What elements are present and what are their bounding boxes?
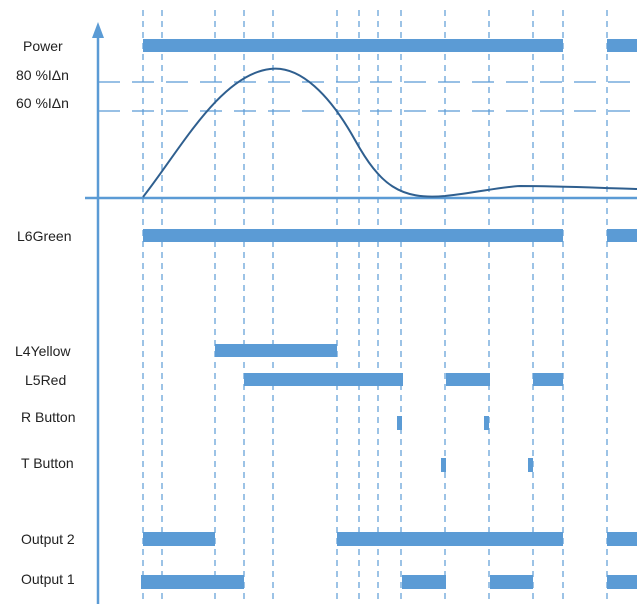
power-bar xyxy=(607,39,637,52)
power-bar xyxy=(143,39,563,52)
label-l5-red: L5Red xyxy=(25,372,66,388)
threshold-lines xyxy=(98,81,637,112)
l5-red-bar xyxy=(446,373,490,386)
output1-bar xyxy=(490,575,533,589)
output2-bar xyxy=(337,532,563,546)
output1-bar xyxy=(402,575,446,589)
l4-yellow-bar xyxy=(215,344,337,357)
label-power: Power xyxy=(23,38,63,54)
label-output2: Output 2 xyxy=(21,531,75,547)
label-output1: Output 1 xyxy=(21,571,75,587)
time-markers xyxy=(142,10,608,600)
l6-green-bar xyxy=(143,229,563,242)
axes xyxy=(85,36,637,604)
r-button-pulse xyxy=(484,416,489,430)
output2-bar xyxy=(143,532,215,546)
label-threshold-60: 60 %IΔn xyxy=(16,95,69,111)
label-t-button: T Button xyxy=(21,455,74,471)
y-axis-arrow-icon xyxy=(92,22,104,38)
state-bars xyxy=(141,39,637,589)
l5-red-bar xyxy=(244,373,403,386)
label-threshold-80: 80 %IΔn xyxy=(16,67,69,83)
t-button-pulse xyxy=(528,458,533,472)
output1-bar xyxy=(141,575,244,589)
t-button-pulse xyxy=(441,458,446,472)
current-curve xyxy=(142,67,637,198)
output2-bar xyxy=(607,532,637,546)
label-r-button: R Button xyxy=(21,409,75,425)
label-l4-yellow: L4Yellow xyxy=(15,343,71,359)
l5-red-bar xyxy=(533,373,563,386)
row-labels: Power 80 %IΔn 60 %IΔn L6Green L4Yellow L… xyxy=(15,38,75,587)
l6-green-bar xyxy=(607,229,637,242)
label-l6-green: L6Green xyxy=(17,228,71,244)
output1-bar xyxy=(607,575,637,589)
r-button-pulse xyxy=(397,416,402,430)
